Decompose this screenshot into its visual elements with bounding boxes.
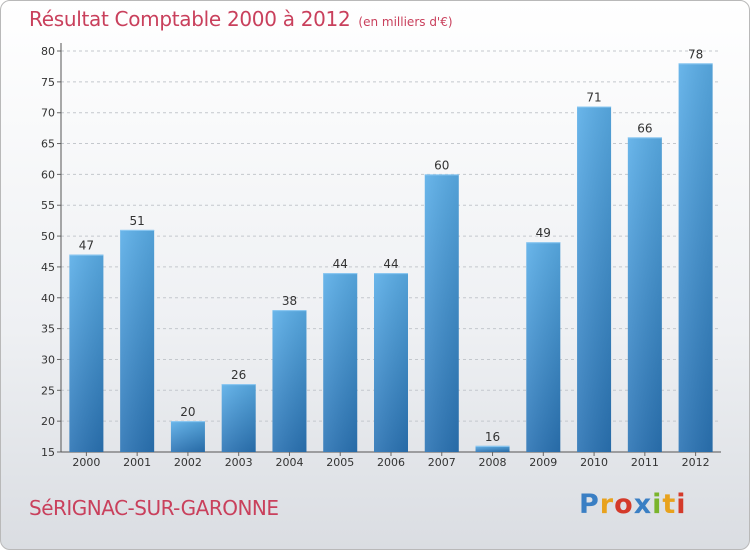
brand-letter: P <box>579 489 600 520</box>
x-tick-label-2003: 2003 <box>225 456 253 469</box>
y-tick-label: 50 <box>41 230 55 243</box>
value-label-2012: 78 <box>688 47 703 61</box>
y-tick-label: 60 <box>41 168 55 181</box>
proxiti-logo[interactable]: Proxiti <box>579 489 687 520</box>
y-tick-label: 45 <box>41 261 55 274</box>
y-tick-label: 65 <box>41 138 55 151</box>
x-tick-label-2005: 2005 <box>326 456 354 469</box>
chart-title-text: Résultat Comptable 2000 à 2012 <box>29 7 351 31</box>
y-tick-label: 75 <box>41 76 55 89</box>
x-tick-label-2001: 2001 <box>123 456 151 469</box>
chart-title: Résultat Comptable 2000 à 2012 (en millie… <box>29 7 453 31</box>
value-label-2005: 44 <box>333 257 348 271</box>
brand-letter: t <box>662 489 677 520</box>
bar-shade-2010 <box>577 106 612 453</box>
y-tick-label: 25 <box>41 384 55 397</box>
y-tick-label: 70 <box>41 107 55 120</box>
x-tick-label-2009: 2009 <box>529 456 557 469</box>
y-tick-label: 80 <box>41 45 55 58</box>
bar-shade-2009 <box>526 242 561 452</box>
x-tick-label-2008: 2008 <box>479 456 507 469</box>
value-label-2002: 20 <box>180 405 195 419</box>
bars <box>69 63 713 453</box>
bar-shade-2001 <box>120 229 155 452</box>
x-tick-label-2012: 2012 <box>682 456 710 469</box>
value-label-2004: 38 <box>282 294 297 308</box>
bar-shade-2007 <box>424 174 459 452</box>
value-label-2007: 60 <box>434 158 449 172</box>
value-label-2001: 51 <box>130 214 145 228</box>
brand-letter: r <box>599 489 615 520</box>
brand-letter: i <box>652 489 663 520</box>
bar-shade-2005 <box>323 273 358 452</box>
value-label-2008: 16 <box>485 430 500 444</box>
bar-shade-2003 <box>221 384 256 452</box>
x-tick-label-2007: 2007 <box>428 456 456 469</box>
value-label-2006: 44 <box>383 257 398 271</box>
x-tick-label-2011: 2011 <box>631 456 659 469</box>
value-label-2009: 49 <box>536 226 551 240</box>
value-label-2010: 71 <box>586 91 601 105</box>
bar-shade-2002 <box>170 421 205 452</box>
y-tick-label: 20 <box>41 415 55 428</box>
bar-shade-2004 <box>272 310 307 452</box>
brand-letter: x <box>633 489 653 520</box>
value-label-2011: 66 <box>637 121 652 135</box>
bar-shade-2011 <box>627 137 662 452</box>
y-tick-label: 35 <box>41 323 55 336</box>
brand-letter: i <box>676 489 687 520</box>
y-tick-label: 40 <box>41 292 55 305</box>
x-tick-label-2002: 2002 <box>174 456 202 469</box>
brand-letter: o <box>614 489 634 520</box>
bar-shade-2012 <box>678 63 713 452</box>
bar-shade-2006 <box>374 273 408 452</box>
x-tick-label-2004: 2004 <box>275 456 303 469</box>
chart-subtitle: (en milliers d'€) <box>358 15 453 29</box>
value-label-2000: 47 <box>79 239 94 253</box>
value-label-2003: 26 <box>231 368 246 382</box>
x-tick-label-2000: 2000 <box>72 456 100 469</box>
x-tick-label-2010: 2010 <box>580 456 608 469</box>
x-tick-label-2006: 2006 <box>377 456 405 469</box>
place-name: SéRIGNAC-SUR-GARONNE <box>29 496 279 520</box>
y-tick-label: 55 <box>41 199 55 212</box>
y-tick-label: 30 <box>41 353 55 366</box>
bar-shade-2008 <box>475 445 510 452</box>
bar-shade-2000 <box>69 254 104 452</box>
y-tick-label: 15 <box>41 446 55 459</box>
labels: 15 20 25 30 35 40 45 50 55 60 65 70 75 80 47 2000 51 2001… <box>41 45 710 469</box>
